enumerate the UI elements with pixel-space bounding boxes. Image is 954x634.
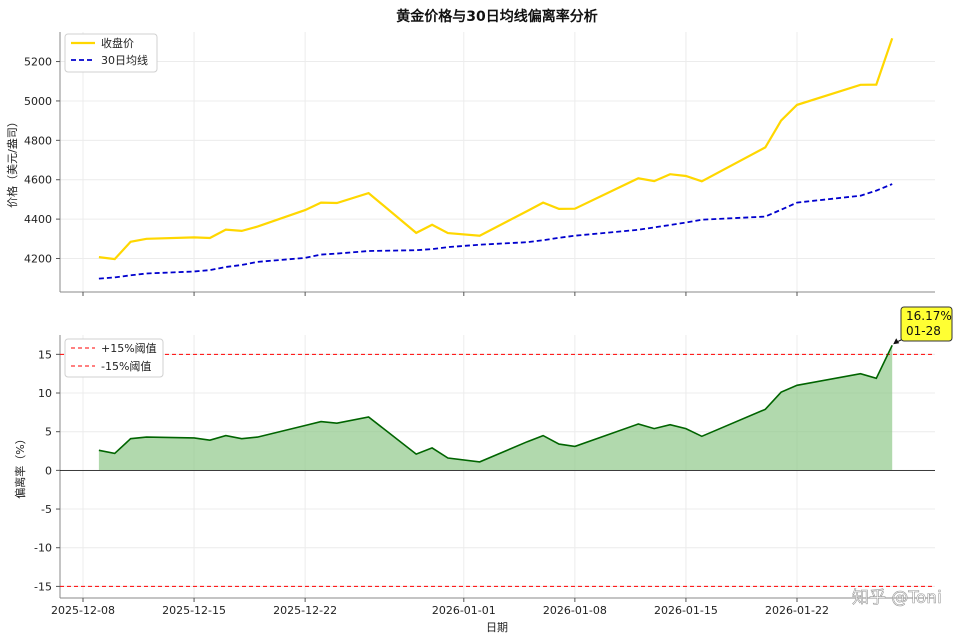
price-y-tick-label: 4600 [24, 174, 52, 187]
deviation-x-tick-label: 2025-12-08 [51, 604, 115, 617]
chart-title: 黄金价格与30日均线偏离率分析 [396, 8, 597, 25]
legend-ma-label: 30日均线 [101, 53, 148, 67]
annotation-box [900, 306, 953, 342]
deviation-y-label: 偏离率（%） [13, 433, 27, 498]
price-legend: 收盘价 30日均线 [64, 33, 158, 73]
price-y-label: 价格（美元/盎司） [5, 116, 19, 208]
deviation-y-tick-label: -10 [34, 542, 52, 555]
deviation-y-tick-label: -15 [34, 580, 52, 593]
deviation-x-tick-label: 2026-01-01 [432, 604, 496, 617]
deviation-y-tick-label: 10 [38, 387, 52, 400]
deviation-x-tick-label: 2026-01-15 [654, 604, 718, 617]
deviation-x-tick-label: 2025-12-22 [273, 604, 337, 617]
deviation-x-tick-label: 2026-01-08 [543, 604, 607, 617]
price-y-tick-label: 5200 [24, 56, 52, 69]
legend-lower-label: -15%阈值 [101, 359, 151, 373]
latest-annotation: 16.17% 01-28 [893, 306, 953, 344]
ma30-line [98, 183, 893, 280]
price-panel: 4200 4400 4600 4800 5000 5200 价格（美元/盎司） 收盘价 3… [5, 32, 935, 296]
annotation-value: 16.17% [906, 309, 952, 323]
deviation-x-tick-label: 2025-12-15 [162, 604, 226, 617]
deviation-line [98, 344, 893, 463]
deviation-y-tick-label: -5 [41, 503, 52, 516]
annotation-arrowhead [893, 338, 900, 345]
annotation-date: 01-28 [906, 324, 941, 338]
price-y-tick-label: 4400 [24, 213, 52, 226]
price-grid [60, 32, 935, 292]
deviation-y-ticks: -15 -10 -5 0 5 10 15 [34, 348, 60, 593]
legend-close-label: 收盘价 [101, 36, 134, 50]
price-y-ticks: 4200 4400 4600 4800 5000 5200 [24, 56, 60, 266]
legend-upper-label: +15%阈值 [101, 341, 157, 355]
deviation-area [98, 345, 893, 471]
price-x-ticks [82, 292, 798, 296]
deviation-legend: +15%阈值 -15%阈值 [64, 338, 164, 378]
price-y-tick-label: 5000 [24, 95, 52, 108]
close-price-line [98, 37, 894, 261]
deviation-x-ticks: 2025-12-08 2025-12-15 2025-12-22 2026-01-01… [51, 598, 829, 617]
deviation-y-tick-label: 0 [45, 464, 52, 477]
x-axis-label: 日期 [486, 621, 508, 634]
price-y-tick-label: 4800 [24, 134, 52, 147]
deviation-y-tick-label: 15 [38, 348, 52, 361]
watermark: 知乎 @Toni [852, 588, 942, 608]
deviation-x-tick-label: 2026-01-22 [765, 604, 829, 617]
price-y-tick-label: 4200 [24, 253, 52, 266]
deviation-y-tick-label: 5 [45, 426, 52, 439]
